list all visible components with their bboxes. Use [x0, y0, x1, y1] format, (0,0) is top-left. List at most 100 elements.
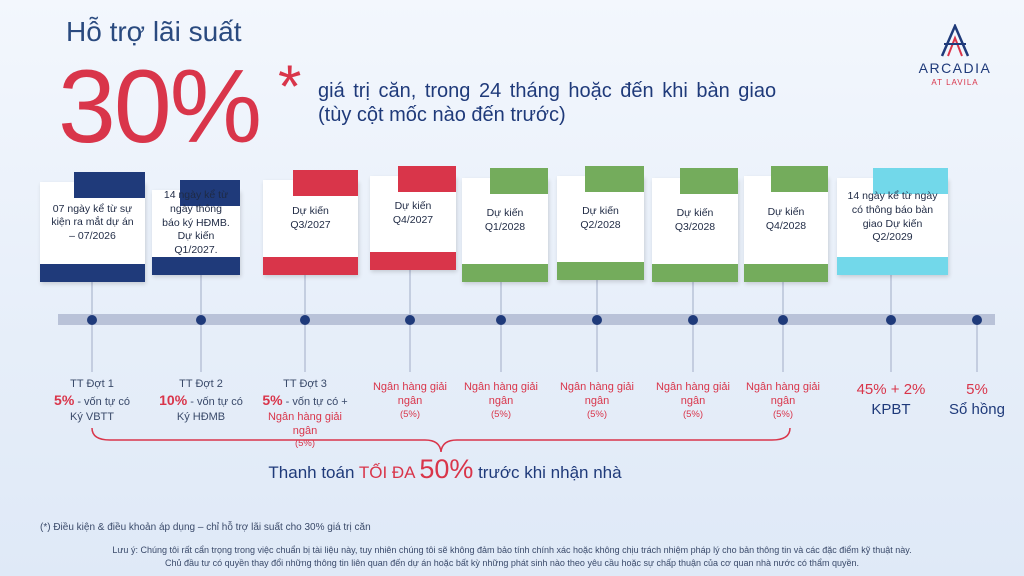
payment-note: KPBT — [871, 400, 911, 418]
payment-bank: Ngân hàng giải ngân — [655, 381, 730, 408]
payment: Ngân hàng giải ngân (5%) — [537, 380, 657, 421]
card-text: Dự kiến Q4/2028 — [765, 206, 807, 232]
payment-bank-pct: (5%) — [399, 408, 421, 420]
card-tab — [770, 166, 828, 192]
payment-bank: Ngân hàng giải ngân — [267, 410, 342, 437]
card-band — [557, 262, 644, 280]
payment-amount-note: - vốn tự có — [187, 396, 243, 409]
asterisk: * — [278, 53, 302, 120]
payment-amount: 5% — [54, 392, 75, 409]
payment-amount: 45% + 2% — [856, 381, 926, 398]
logo-name: ARCADIA — [918, 60, 992, 76]
payment: Ngân hàng giải ngân (5%) — [350, 380, 470, 421]
card-text: Dự kiến Q3/2027 — [290, 204, 331, 231]
timeline-dot — [405, 315, 415, 325]
disclaimer: Lưu ý: Chúng tôi rất cẩn trọng trong việ… — [112, 545, 912, 555]
payment-label: TT Đợt 1 — [70, 378, 114, 390]
card-text: Dự kiến Q3/2028 — [674, 207, 716, 233]
card-tab — [584, 166, 644, 192]
summary-text: trước khi nhận nhà — [473, 463, 622, 482]
disclaimer: Chủ đầu tư có quyền thay đổi những thông… — [165, 558, 859, 568]
timeline-dot — [688, 315, 698, 325]
payment-label: TT Đợt 2 — [179, 378, 223, 390]
payment-bank-pct: (5%) — [586, 408, 608, 420]
payment-bank-pct: (5%) — [294, 438, 316, 450]
timeline-dot — [886, 315, 896, 325]
card-text: Dự kiến Q1/2028 — [484, 207, 526, 233]
payment-bank: Ngân hàng giải ngân — [745, 381, 820, 408]
footnote: (*) Điều kiện & điều khoản áp dụng – chỉ… — [40, 522, 371, 533]
payment-amount: 5% — [262, 392, 283, 409]
big-percent: 30% — [58, 49, 262, 165]
card-text: Dự kiến Q2/2028 — [580, 205, 621, 231]
timeline-dot — [496, 315, 506, 325]
card-tab — [73, 172, 145, 198]
payment-bank-pct: (5%) — [682, 408, 704, 420]
milestone-card: 07 ngày kể từ sự kiện ra mắt dự án – 07/… — [40, 172, 145, 282]
payment: TT Đợt 1 5% - vốn tự có Ký VBTT — [32, 377, 152, 424]
card-band — [837, 257, 948, 275]
card-band — [263, 257, 358, 275]
timeline-dot — [778, 315, 788, 325]
payment-amount: 5% — [966, 381, 988, 398]
card-tab — [293, 170, 358, 196]
timeline-dot — [972, 315, 982, 325]
card-tab — [489, 168, 548, 194]
payment-bank: Ngân hàng giải ngân — [559, 381, 634, 408]
summary-pct: 50% — [419, 454, 474, 484]
payment: TT Đợt 2 10% - vốn tự có Ký HĐMB — [141, 377, 261, 424]
timeline-dot — [300, 315, 310, 325]
card-tab — [180, 180, 240, 206]
payment-amount-line: 5% - vốn tự có + — [245, 391, 365, 409]
payment: 45% + 2% KPBT — [831, 380, 951, 419]
card-tab — [872, 168, 948, 194]
milestone-card: Dự kiến Q1/2028 — [462, 168, 548, 282]
card-band — [652, 264, 738, 282]
payment-amount-note: - vốn tự có + — [282, 396, 348, 409]
timeline-dot — [87, 315, 97, 325]
brace — [91, 427, 791, 453]
payment: Ngân hàng giải ngân (5%) — [441, 380, 561, 421]
milestone-card: Dự kiến Q4/2027 — [370, 166, 456, 270]
payment-bank: Ngân hàng giải ngân — [372, 381, 447, 408]
payment-note: Sổ hồng — [949, 400, 1005, 418]
payment-amount: 10% — [159, 392, 188, 409]
payment: Ngân hàng giải ngân (5%) — [723, 380, 843, 421]
logo-icon — [940, 24, 970, 57]
card-band — [744, 264, 828, 282]
payment-amount-note: - vốn tự có — [74, 396, 130, 409]
card-band — [40, 264, 145, 282]
card-band — [462, 264, 548, 282]
timeline-bar — [58, 314, 995, 325]
card-text: Dự kiến Q4/2027 — [392, 200, 434, 226]
payment-bank-pct: (5%) — [772, 408, 794, 420]
milestone-card: 14 ngày kể từ ngày có thông báo bàn giao… — [837, 168, 948, 275]
milestone-card: Dự kiến Q2/2028 — [557, 166, 644, 280]
payment-amount-line: 45% + 2% — [831, 380, 951, 400]
subtitle-line: giá trị căn, trong 24 tháng hoặc đến khi… — [318, 80, 777, 102]
payment-amount-line: 5% — [917, 380, 1024, 400]
summary: Thanh toán TỐI ĐA 50% trước khi nhận nhà — [0, 454, 890, 485]
summary-text: Thanh toán — [268, 463, 359, 482]
payment-bank: Ngân hàng giải ngân — [463, 381, 538, 408]
payment-note: Ký VBTT — [69, 410, 114, 423]
payment: TT Đợt 3 5% - vốn tự có + Ngân hàng giải n… — [245, 377, 365, 451]
card-text: 14 ngày kể từ ngày thông báo ký HĐMB. Dự… — [162, 189, 230, 256]
card-band — [370, 252, 456, 270]
payment-note: Ký HĐMB — [176, 410, 226, 423]
payment: 5% Sổ hồng — [917, 380, 1024, 419]
payment: Ngân hàng giải ngân (5%) — [633, 380, 753, 421]
payment-label: TT Đợt 3 — [283, 378, 327, 390]
card-tab — [679, 168, 738, 194]
card-text: 07 ngày kể từ sự kiện ra mắt dự án – 07/… — [51, 202, 134, 242]
payment-amount-line: 5% - vốn tự có — [32, 391, 152, 409]
milestone-card: Dự kiến Q3/2028 — [652, 168, 738, 282]
milestone-card: 14 ngày kể từ ngày thông báo ký HĐMB. Dự… — [152, 180, 240, 275]
title: Hỗ trợ lãi suất — [66, 16, 242, 47]
payment-amount-line: 10% - vốn tự có — [141, 391, 261, 409]
milestone-card: Dự kiến Q3/2027 — [263, 170, 358, 275]
timeline-dot — [196, 315, 206, 325]
milestone-card: Dự kiến Q4/2028 — [744, 166, 828, 282]
